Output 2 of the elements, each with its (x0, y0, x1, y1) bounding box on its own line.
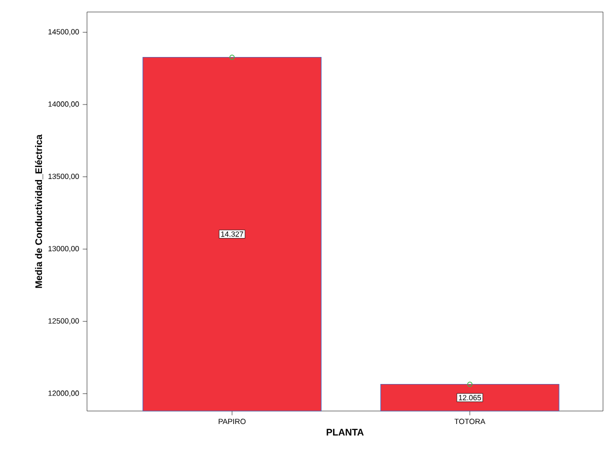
y-axis-title: Media de Conductividad_Eléctrica (34, 134, 44, 288)
x-axis-title: PLANTA (326, 428, 364, 436)
